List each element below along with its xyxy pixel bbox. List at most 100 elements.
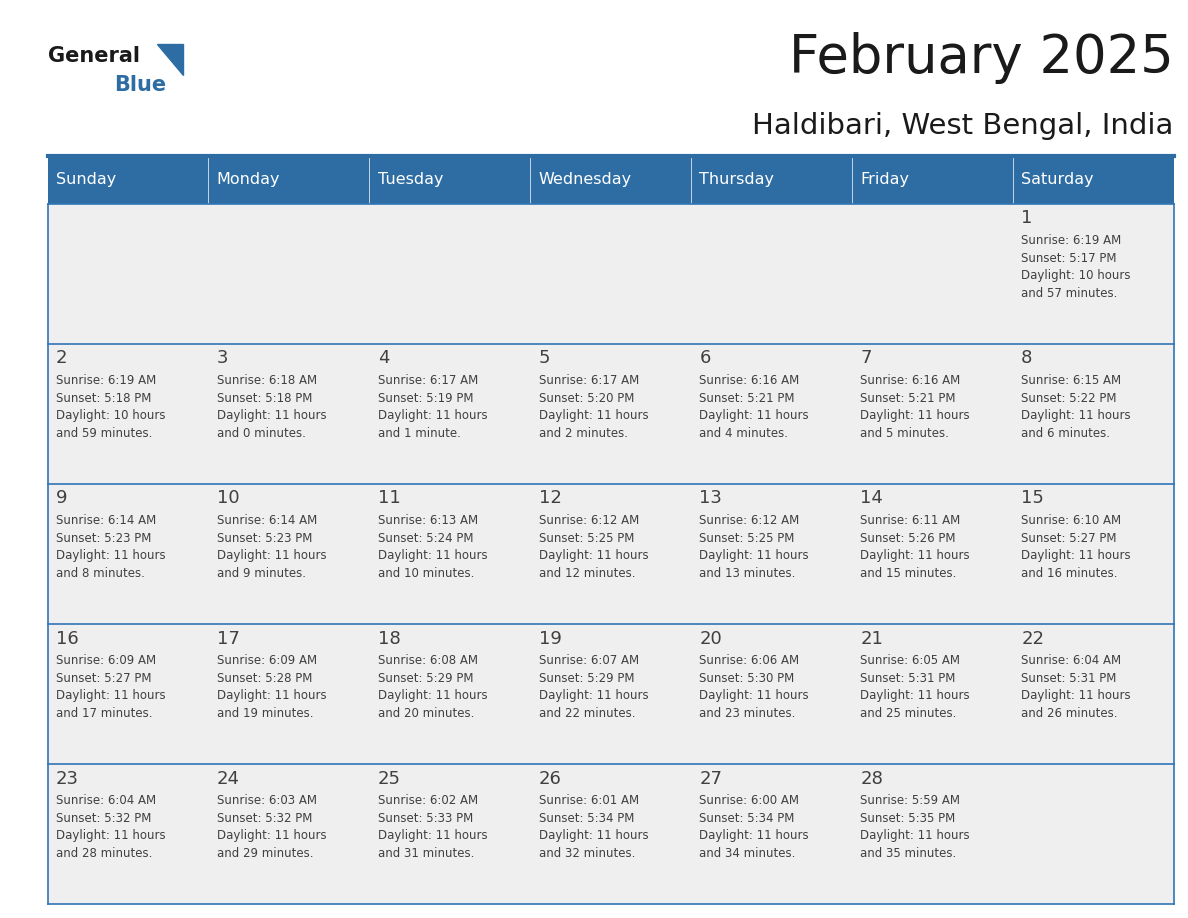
Text: 20: 20 <box>700 630 722 647</box>
Bar <box>691 764 852 904</box>
Bar <box>369 764 530 904</box>
Text: 25: 25 <box>378 769 400 788</box>
Text: Sunrise: 6:14 AM
Sunset: 5:23 PM
Daylight: 11 hours
and 9 minutes.: Sunrise: 6:14 AM Sunset: 5:23 PM Dayligh… <box>216 514 327 580</box>
Bar <box>691 624 852 764</box>
Text: Friday: Friday <box>860 173 909 187</box>
Bar <box>1013 764 1174 904</box>
Text: 27: 27 <box>700 769 722 788</box>
Bar <box>691 204 852 344</box>
Text: Sunrise: 6:03 AM
Sunset: 5:32 PM
Daylight: 11 hours
and 29 minutes.: Sunrise: 6:03 AM Sunset: 5:32 PM Dayligh… <box>216 794 327 860</box>
Bar <box>852 764 1013 904</box>
Text: 2: 2 <box>56 350 68 367</box>
Text: Sunrise: 6:12 AM
Sunset: 5:25 PM
Daylight: 11 hours
and 13 minutes.: Sunrise: 6:12 AM Sunset: 5:25 PM Dayligh… <box>700 514 809 580</box>
Text: Sunrise: 6:16 AM
Sunset: 5:21 PM
Daylight: 11 hours
and 5 minutes.: Sunrise: 6:16 AM Sunset: 5:21 PM Dayligh… <box>860 375 969 440</box>
Text: Sunrise: 6:18 AM
Sunset: 5:18 PM
Daylight: 11 hours
and 0 minutes.: Sunrise: 6:18 AM Sunset: 5:18 PM Dayligh… <box>216 375 327 440</box>
Text: Sunrise: 6:17 AM
Sunset: 5:20 PM
Daylight: 11 hours
and 2 minutes.: Sunrise: 6:17 AM Sunset: 5:20 PM Dayligh… <box>538 375 649 440</box>
Text: Sunrise: 6:13 AM
Sunset: 5:24 PM
Daylight: 11 hours
and 10 minutes.: Sunrise: 6:13 AM Sunset: 5:24 PM Dayligh… <box>378 514 487 580</box>
Text: 15: 15 <box>1022 489 1044 508</box>
Text: 16: 16 <box>56 630 78 647</box>
Text: Sunrise: 6:11 AM
Sunset: 5:26 PM
Daylight: 11 hours
and 15 minutes.: Sunrise: 6:11 AM Sunset: 5:26 PM Dayligh… <box>860 514 969 580</box>
Bar <box>530 764 691 904</box>
Text: General: General <box>48 46 139 66</box>
Text: Sunrise: 6:19 AM
Sunset: 5:18 PM
Daylight: 10 hours
and 59 minutes.: Sunrise: 6:19 AM Sunset: 5:18 PM Dayligh… <box>56 375 165 440</box>
Bar <box>691 344 852 484</box>
Bar <box>852 156 1013 204</box>
Bar <box>691 484 852 624</box>
Bar <box>1013 204 1174 344</box>
Text: 18: 18 <box>378 630 400 647</box>
Bar <box>48 764 208 904</box>
Bar <box>1013 484 1174 624</box>
Bar <box>48 156 208 204</box>
Bar <box>369 484 530 624</box>
Text: 11: 11 <box>378 489 400 508</box>
Text: Sunrise: 6:04 AM
Sunset: 5:31 PM
Daylight: 11 hours
and 26 minutes.: Sunrise: 6:04 AM Sunset: 5:31 PM Dayligh… <box>1022 655 1131 720</box>
Bar <box>48 344 208 484</box>
Bar <box>369 624 530 764</box>
Text: 21: 21 <box>860 630 883 647</box>
Bar <box>530 204 691 344</box>
Text: Blue: Blue <box>114 75 166 95</box>
Text: Sunday: Sunday <box>56 173 116 187</box>
Text: 3: 3 <box>216 350 228 367</box>
Text: Tuesday: Tuesday <box>378 173 443 187</box>
Text: Wednesday: Wednesday <box>538 173 632 187</box>
Text: Sunrise: 6:19 AM
Sunset: 5:17 PM
Daylight: 10 hours
and 57 minutes.: Sunrise: 6:19 AM Sunset: 5:17 PM Dayligh… <box>1022 234 1131 299</box>
Text: Sunrise: 6:06 AM
Sunset: 5:30 PM
Daylight: 11 hours
and 23 minutes.: Sunrise: 6:06 AM Sunset: 5:30 PM Dayligh… <box>700 655 809 720</box>
Text: 14: 14 <box>860 489 883 508</box>
Bar <box>852 484 1013 624</box>
Text: 23: 23 <box>56 769 78 788</box>
Text: Sunrise: 6:02 AM
Sunset: 5:33 PM
Daylight: 11 hours
and 31 minutes.: Sunrise: 6:02 AM Sunset: 5:33 PM Dayligh… <box>378 794 487 860</box>
Text: 28: 28 <box>860 769 883 788</box>
Text: 5: 5 <box>538 350 550 367</box>
Bar <box>1013 344 1174 484</box>
Text: 24: 24 <box>216 769 240 788</box>
Text: 6: 6 <box>700 350 710 367</box>
Text: Sunrise: 6:16 AM
Sunset: 5:21 PM
Daylight: 11 hours
and 4 minutes.: Sunrise: 6:16 AM Sunset: 5:21 PM Dayligh… <box>700 375 809 440</box>
Text: Sunrise: 5:59 AM
Sunset: 5:35 PM
Daylight: 11 hours
and 35 minutes.: Sunrise: 5:59 AM Sunset: 5:35 PM Dayligh… <box>860 794 969 860</box>
Text: Sunrise: 6:08 AM
Sunset: 5:29 PM
Daylight: 11 hours
and 20 minutes.: Sunrise: 6:08 AM Sunset: 5:29 PM Dayligh… <box>378 655 487 720</box>
Text: 9: 9 <box>56 489 68 508</box>
Text: Sunrise: 6:05 AM
Sunset: 5:31 PM
Daylight: 11 hours
and 25 minutes.: Sunrise: 6:05 AM Sunset: 5:31 PM Dayligh… <box>860 655 969 720</box>
Text: 7: 7 <box>860 350 872 367</box>
Text: Sunrise: 6:09 AM
Sunset: 5:27 PM
Daylight: 11 hours
and 17 minutes.: Sunrise: 6:09 AM Sunset: 5:27 PM Dayligh… <box>56 655 165 720</box>
Text: 12: 12 <box>538 489 562 508</box>
Text: Sunrise: 6:14 AM
Sunset: 5:23 PM
Daylight: 11 hours
and 8 minutes.: Sunrise: 6:14 AM Sunset: 5:23 PM Dayligh… <box>56 514 165 580</box>
Bar <box>369 156 530 204</box>
Text: 4: 4 <box>378 350 390 367</box>
Bar <box>48 624 208 764</box>
Text: Sunrise: 6:07 AM
Sunset: 5:29 PM
Daylight: 11 hours
and 22 minutes.: Sunrise: 6:07 AM Sunset: 5:29 PM Dayligh… <box>538 655 649 720</box>
Bar <box>852 344 1013 484</box>
Bar <box>48 204 208 344</box>
Bar <box>369 204 530 344</box>
Text: Sunrise: 6:09 AM
Sunset: 5:28 PM
Daylight: 11 hours
and 19 minutes.: Sunrise: 6:09 AM Sunset: 5:28 PM Dayligh… <box>216 655 327 720</box>
Bar <box>1013 624 1174 764</box>
Bar <box>208 624 369 764</box>
Text: 13: 13 <box>700 489 722 508</box>
Bar <box>530 484 691 624</box>
Text: Sunrise: 6:01 AM
Sunset: 5:34 PM
Daylight: 11 hours
and 32 minutes.: Sunrise: 6:01 AM Sunset: 5:34 PM Dayligh… <box>538 794 649 860</box>
Polygon shape <box>157 44 183 75</box>
Text: 1: 1 <box>1022 209 1032 228</box>
Bar <box>208 764 369 904</box>
Bar <box>530 624 691 764</box>
Text: 19: 19 <box>538 630 562 647</box>
Text: Monday: Monday <box>216 173 280 187</box>
Bar <box>208 484 369 624</box>
Bar <box>852 204 1013 344</box>
Text: 10: 10 <box>216 489 239 508</box>
Text: 26: 26 <box>538 769 562 788</box>
Text: Sunrise: 6:10 AM
Sunset: 5:27 PM
Daylight: 11 hours
and 16 minutes.: Sunrise: 6:10 AM Sunset: 5:27 PM Dayligh… <box>1022 514 1131 580</box>
Bar <box>208 344 369 484</box>
Bar <box>48 484 208 624</box>
Bar <box>369 344 530 484</box>
Bar <box>530 344 691 484</box>
Text: Sunrise: 6:12 AM
Sunset: 5:25 PM
Daylight: 11 hours
and 12 minutes.: Sunrise: 6:12 AM Sunset: 5:25 PM Dayligh… <box>538 514 649 580</box>
Text: Sunrise: 6:15 AM
Sunset: 5:22 PM
Daylight: 11 hours
and 6 minutes.: Sunrise: 6:15 AM Sunset: 5:22 PM Dayligh… <box>1022 375 1131 440</box>
Text: Saturday: Saturday <box>1022 173 1094 187</box>
Text: Sunrise: 6:17 AM
Sunset: 5:19 PM
Daylight: 11 hours
and 1 minute.: Sunrise: 6:17 AM Sunset: 5:19 PM Dayligh… <box>378 375 487 440</box>
Text: February 2025: February 2025 <box>789 32 1174 84</box>
Text: Thursday: Thursday <box>700 173 775 187</box>
Text: 17: 17 <box>216 630 240 647</box>
Text: 22: 22 <box>1022 630 1044 647</box>
